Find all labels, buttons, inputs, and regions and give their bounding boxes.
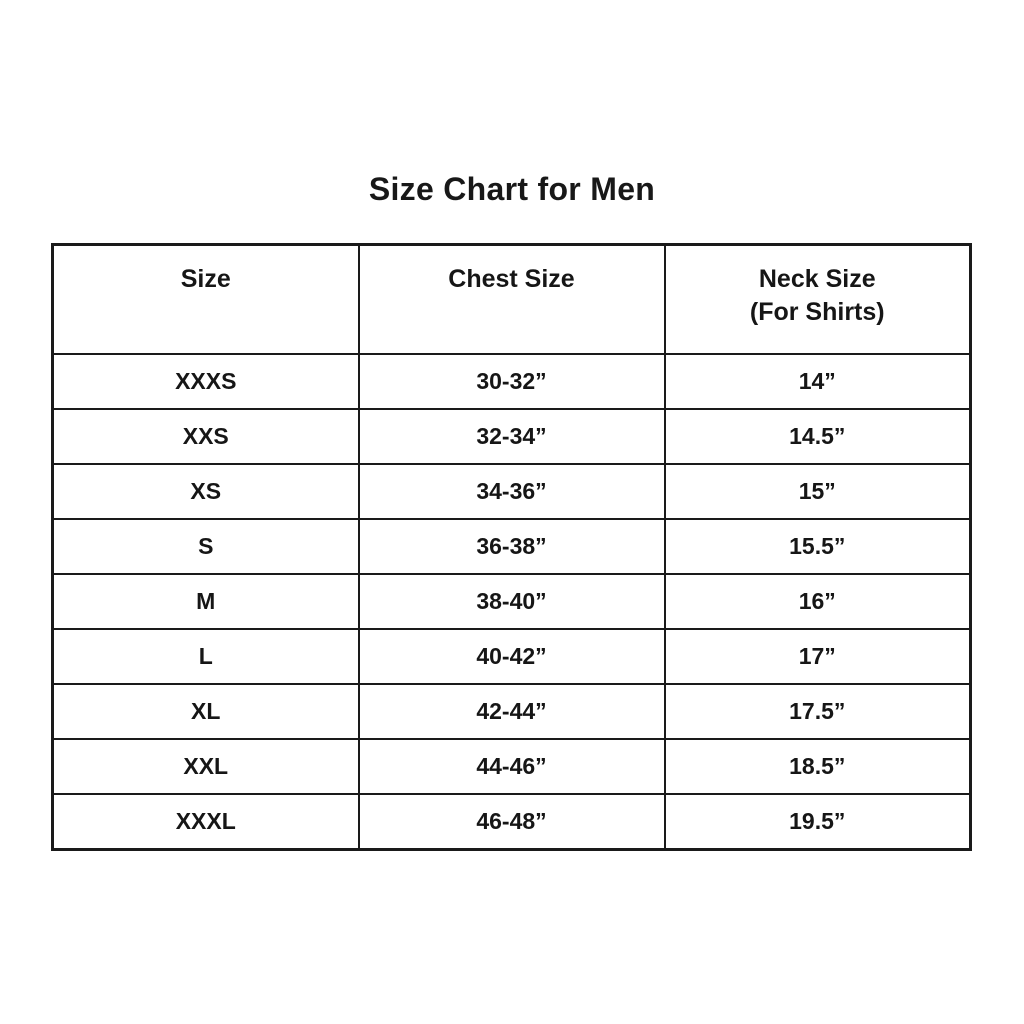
size-cell: L <box>51 628 360 685</box>
chest-size-cell: 38-40” <box>357 573 666 630</box>
chest-size-cell: 32-34” <box>357 408 666 465</box>
size-cell: XS <box>51 463 360 520</box>
table-row: M 38-40” 16” <box>51 573 972 630</box>
neck-size-cell: 15.5” <box>663 518 972 575</box>
table-row: XS 34-36” 15” <box>51 463 972 520</box>
neck-size-cell: 14” <box>663 353 972 410</box>
column-header-size-label: Size <box>180 265 231 293</box>
size-cell: M <box>51 573 360 630</box>
neck-size-cell: 15” <box>663 463 972 520</box>
column-header-neck-label: Neck Size <box>758 265 876 293</box>
table-row: L 40-42” 17” <box>51 628 972 685</box>
column-header-chest: Chest Size <box>357 243 666 355</box>
chest-size-cell: 40-42” <box>357 628 666 685</box>
size-cell: XXS <box>51 408 360 465</box>
column-header-size: Size <box>51 243 360 355</box>
chest-size-cell: 30-32” <box>357 353 666 410</box>
size-cell: XXL <box>51 738 360 795</box>
table-row: XXXS 30-32” 14” <box>51 353 972 410</box>
size-cell: XXXL <box>51 793 360 851</box>
neck-size-cell: 17.5” <box>663 683 972 740</box>
table-row: XXL 44-46” 18.5” <box>51 738 972 795</box>
table-row: XL 42-44” 17.5” <box>51 683 972 740</box>
page-title: Size Chart for Men <box>368 171 656 207</box>
chest-size-cell: 36-38” <box>357 518 666 575</box>
neck-size-cell: 16” <box>663 573 972 630</box>
neck-size-cell: 19.5” <box>663 793 972 851</box>
header-row: Size Chest Size Neck Size (For Shirts) <box>51 243 972 355</box>
size-cell: XL <box>51 683 360 740</box>
size-chart-table: Size Chest Size Neck Size (For Shirts) X… <box>51 243 972 851</box>
neck-size-cell: 14.5” <box>663 408 972 465</box>
table-row: XXXL 46-48” 19.5” <box>51 793 972 851</box>
chest-size-cell: 42-44” <box>357 683 666 740</box>
table-row: XXS 32-34” 14.5” <box>51 408 972 465</box>
table-body: XXXS 30-32” 14” XXS 32-34” 14.5” XS 34-3… <box>51 353 972 851</box>
neck-size-cell: 17” <box>663 628 972 685</box>
column-header-neck: Neck Size (For Shirts) <box>663 243 972 355</box>
table-row: S 36-38” 15.5” <box>51 518 972 575</box>
chest-size-cell: 44-46” <box>357 738 666 795</box>
chest-size-cell: 46-48” <box>357 793 666 851</box>
size-cell: S <box>51 518 360 575</box>
column-header-neck-sublabel: (For Shirts) <box>749 298 885 326</box>
table-header: Size Chest Size Neck Size (For Shirts) <box>51 243 972 355</box>
neck-size-cell: 18.5” <box>663 738 972 795</box>
size-cell: XXXS <box>51 353 360 410</box>
column-header-chest-label: Chest Size <box>448 265 575 293</box>
chest-size-cell: 34-36” <box>357 463 666 520</box>
